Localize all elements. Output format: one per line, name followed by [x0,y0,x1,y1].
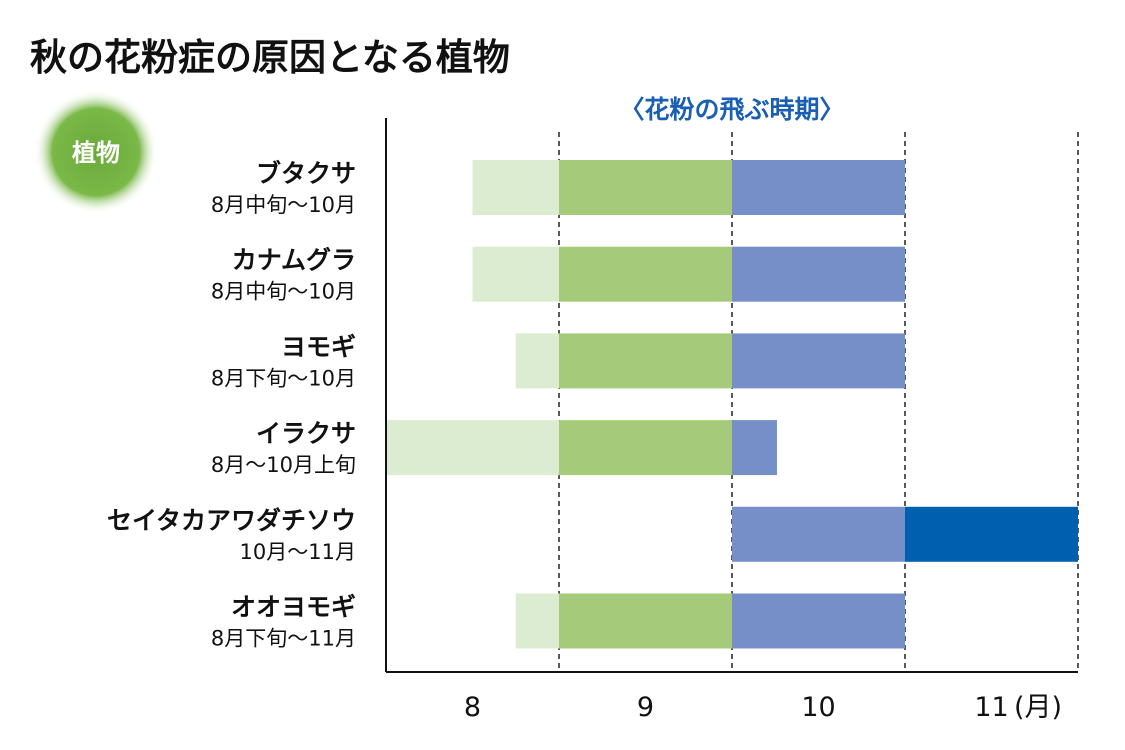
category-badge [34,90,158,214]
bar-segment-blue [732,333,905,389]
bar-segment-green [559,160,732,215]
bar-segment-light-green [386,420,559,476]
x-tick-label: 9 [637,692,654,723]
plant-name: ヨモギ [281,332,356,361]
bar-segment-green [559,246,732,302]
x-tick-label: 8 [464,692,481,723]
plant-name: セイタカアワダチソウ [107,506,356,535]
plant-period: 8月中旬〜10月 [211,193,356,217]
bar-segment-blue [732,420,777,476]
plant-name: カナムグラ [232,246,356,275]
x-tick-label: 10 [801,692,835,723]
bar-segment-light-green [472,246,559,302]
bar-segment-light-green [515,333,559,389]
bar-segment-dark-blue [905,506,1078,562]
plant-period: 8月下旬〜11月 [211,627,356,651]
plant-name: オオヨモギ [231,593,356,622]
plant-period: 8月〜10月上旬 [211,453,356,477]
plant-period: 8月下旬〜10月 [211,366,356,390]
plant-period: 10月〜11月 [240,540,356,564]
bar-segment-green [559,420,732,476]
plant-name: イラクサ [256,419,356,448]
plant-period: 8月中旬〜10月 [211,280,356,304]
bar-segment-blue [732,506,905,562]
chart-subtitle: 〈花粉の飛ぶ時期〉 [619,95,844,124]
plant-name: ブタクサ [256,159,356,188]
bar-segment-green [559,333,732,389]
category-header: 植物 [72,139,120,167]
bar-segment-green [559,593,732,649]
bar-segment-light-green [472,160,559,215]
bar-segment-blue [732,246,905,302]
bar-segment-blue [732,593,905,649]
bar-segment-light-green [515,593,559,649]
bar-segment-blue [732,160,905,215]
x-unit-label: (月) [1014,692,1062,723]
x-tick-label: 11 [974,692,1008,723]
chart-title: 秋の花粉症の原因となる植物 [30,36,510,79]
